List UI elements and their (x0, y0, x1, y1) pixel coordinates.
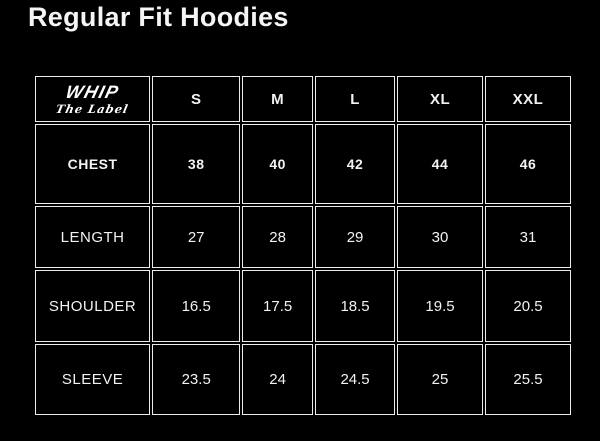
column-header-s: S (152, 76, 241, 122)
length-value-m: 28 (242, 206, 314, 268)
chest-value-l: 42 (315, 124, 396, 204)
sleeve-value-s: 23.5 (152, 344, 241, 415)
sleeve-value-l: 24.5 (315, 344, 396, 415)
chest-value-xxl: 46 (485, 124, 571, 204)
brand-logo-tagline: The Label (54, 101, 131, 116)
shoulder-value-m: 17.5 (242, 270, 314, 342)
table-header-row: WHIP The Label S M L XL XXL (35, 76, 571, 122)
row-label-shoulder: SHOULDER (35, 270, 151, 342)
length-value-l: 29 (315, 206, 396, 268)
length-value-xxl: 31 (485, 206, 571, 268)
length-value-xl: 30 (397, 206, 483, 268)
chest-value-s: 38 (152, 124, 241, 204)
sleeve-value-m: 24 (242, 344, 314, 415)
shoulder-value-xl: 19.5 (397, 270, 483, 342)
column-header-l: L (315, 76, 396, 122)
table-row-shoulder: SHOULDER 16.5 17.5 18.5 19.5 20.5 (35, 270, 571, 342)
chest-value-m: 40 (242, 124, 314, 204)
page-title: Regular Fit Hoodies (28, 2, 289, 32)
row-label-sleeve: SLEEVE (35, 344, 151, 415)
table-row-chest: CHEST 38 40 42 44 46 (35, 124, 571, 204)
sleeve-value-xl: 25 (397, 344, 483, 415)
size-chart-table: WHIP The Label S M L XL XXL CHEST 38 40 … (33, 74, 573, 417)
shoulder-value-s: 16.5 (152, 270, 241, 342)
table-row-sleeve: SLEEVE 23.5 24 24.5 25 25.5 (35, 344, 571, 415)
length-value-s: 27 (152, 206, 241, 268)
chest-value-xl: 44 (397, 124, 483, 204)
row-label-chest: CHEST (35, 124, 151, 204)
column-header-xl: XL (397, 76, 483, 122)
table-row-length: LENGTH 27 28 29 30 31 (35, 206, 571, 268)
sleeve-value-xxl: 25.5 (485, 344, 571, 415)
shoulder-value-xxl: 20.5 (485, 270, 571, 342)
column-header-m: M (242, 76, 314, 122)
column-header-xxl: XXL (485, 76, 571, 122)
brand-logo-wordmark: WHIP (63, 82, 122, 103)
brand-logo-cell: WHIP The Label (35, 76, 151, 122)
row-label-length: LENGTH (35, 206, 151, 268)
shoulder-value-l: 18.5 (315, 270, 396, 342)
brand-logo: WHIP The Label (36, 82, 149, 116)
